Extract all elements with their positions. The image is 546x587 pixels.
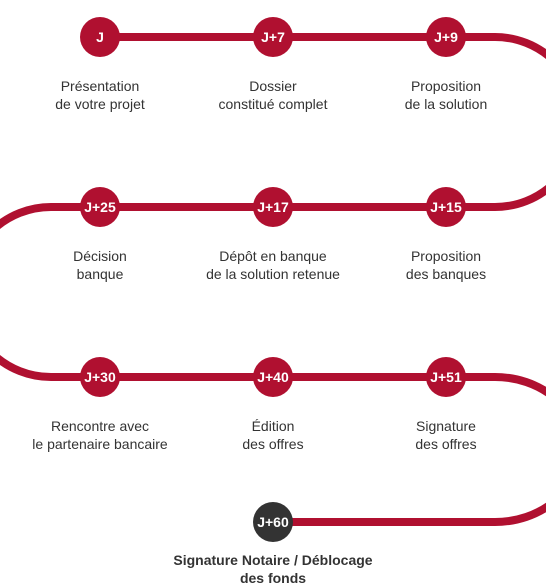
timeline-node-n3: J+9 <box>426 17 466 57</box>
node-label: J+15 <box>430 199 462 215</box>
node-label: J+30 <box>84 369 116 385</box>
timeline-node-n2: J+7 <box>253 17 293 57</box>
timeline-caption-n3: Proposition de la solution <box>336 77 546 113</box>
timeline-node-n5: J+17 <box>253 187 293 227</box>
timeline-node-n1: J <box>80 17 120 57</box>
node-label: J+51 <box>430 369 462 385</box>
node-label: J+9 <box>434 29 458 45</box>
timeline-caption-n6: Décision banque <box>0 247 210 283</box>
timeline-node-n9: J+51 <box>426 357 466 397</box>
timeline-node-n10: J+60 <box>253 502 293 542</box>
node-label: J+7 <box>261 29 285 45</box>
timeline-node-n7: J+30 <box>80 357 120 397</box>
node-label: J+25 <box>84 199 116 215</box>
node-label: J+60 <box>257 514 289 530</box>
timeline-node-n6: J+25 <box>80 187 120 227</box>
node-label: J+40 <box>257 369 289 385</box>
timeline-node-n8: J+40 <box>253 357 293 397</box>
timeline-node-n4: J+15 <box>426 187 466 227</box>
node-label: J+17 <box>257 199 289 215</box>
timeline-caption-n9: Signature des offres <box>336 417 546 453</box>
node-label: J <box>96 29 104 45</box>
